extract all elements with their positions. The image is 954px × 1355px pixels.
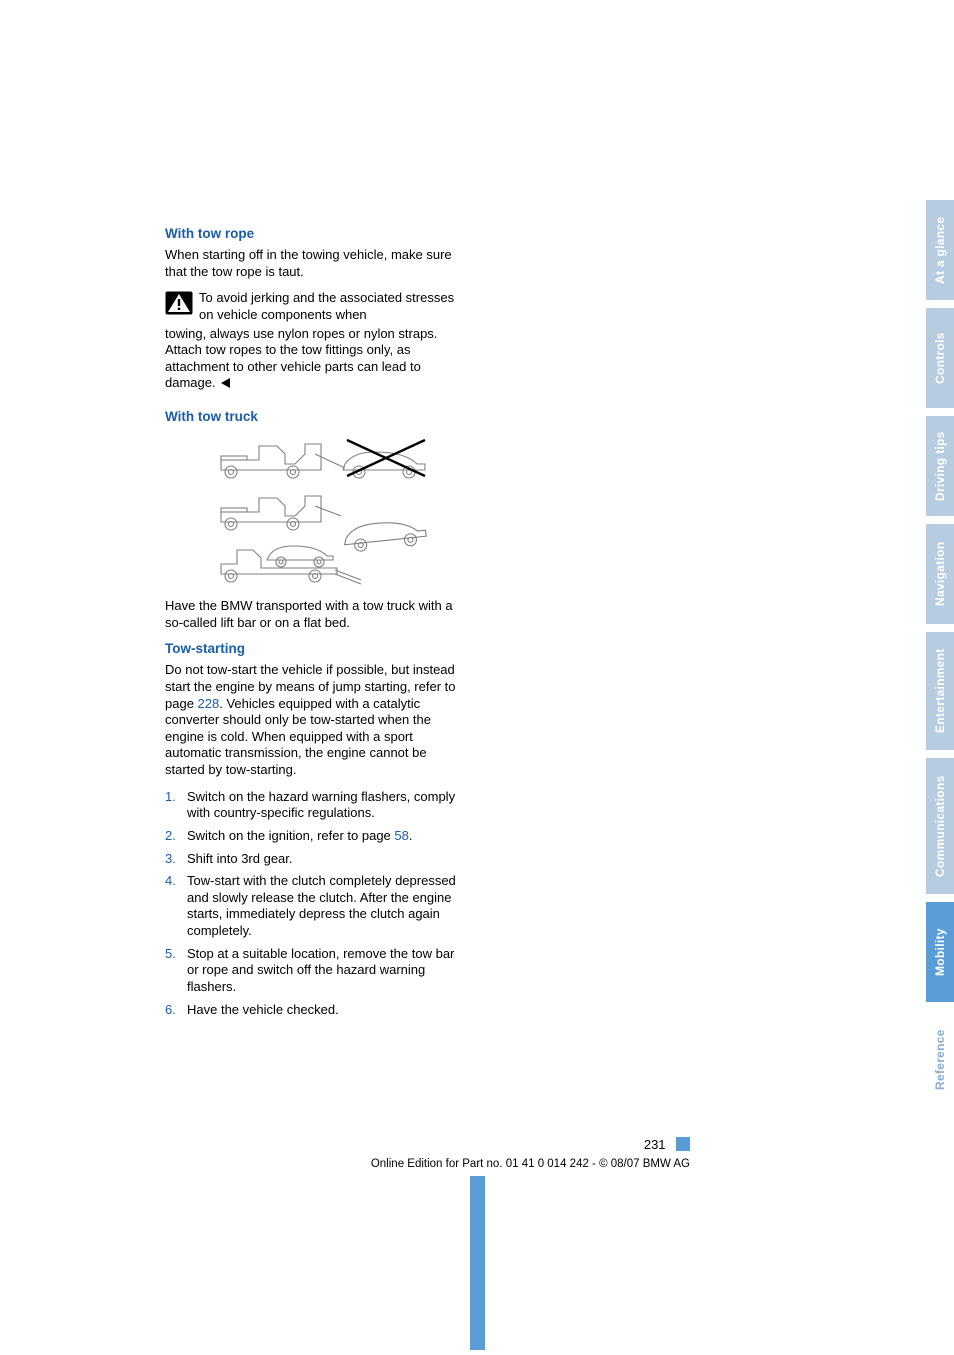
heading-tow-rope: With tow rope	[165, 226, 457, 241]
tab-navigation[interactable]: Navigation	[926, 524, 954, 624]
tab-controls[interactable]: Controls	[926, 308, 954, 408]
step-4-num: 4.	[165, 873, 187, 940]
end-marker-icon	[221, 376, 231, 393]
page-ref-58[interactable]: 58	[394, 828, 408, 843]
step-5-text: Stop at a suitable location, remove the …	[187, 946, 457, 996]
footer-top-row: 231	[165, 1136, 690, 1154]
heading-tow-starting: Tow-starting	[165, 641, 457, 656]
step-4-text: Tow-start with the clutch completely dep…	[187, 873, 457, 940]
page-number: 231	[644, 1137, 666, 1152]
step-6: 6. Have the vehicle checked.	[165, 1002, 457, 1019]
footer-stripe-icon	[676, 1137, 690, 1151]
para-towstart-intro: Do not tow-start the vehicle if possible…	[165, 662, 457, 778]
warning-text-first: To avoid jerking and the associated stre…	[199, 290, 457, 323]
step-5-num: 5.	[165, 946, 187, 996]
step-3: 3. Shift into 3rd gear.	[165, 851, 457, 868]
tab-at-a-glance[interactable]: At a glance	[926, 200, 954, 300]
footer: 231 Online Edition for Part no. 01 41 0 …	[165, 1136, 690, 1170]
step-6-num: 6.	[165, 1002, 187, 1019]
page-ref-228[interactable]: 228	[198, 696, 220, 711]
side-tabs: At a glance Controls Driving tips Navigatio…	[926, 200, 954, 1200]
tab-communications[interactable]: Communications	[926, 758, 954, 894]
step-2-text-b: .	[409, 828, 413, 843]
warning-block: To avoid jerking and the associated stre…	[165, 290, 457, 323]
step-1-text: Switch on the hazard warning flashers, c…	[187, 789, 457, 822]
step-3-num: 3.	[165, 851, 187, 868]
step-2-text-a: Switch on the ignition, refer to page	[187, 828, 394, 843]
step-6-text: Have the vehicle checked.	[187, 1002, 457, 1019]
tab-mobility[interactable]: Mobility	[926, 902, 954, 1002]
footer-copyright: Online Edition for Part no. 01 41 0 014 …	[165, 1158, 690, 1170]
warning-text-cont: towing, always use nylon ropes or nylon …	[165, 326, 457, 394]
towstart-steps: 1. Switch on the hazard warning flashers…	[165, 789, 457, 1019]
bottom-stripe	[470, 1176, 485, 1350]
tab-driving-tips[interactable]: Driving tips	[926, 416, 954, 516]
step-4: 4. Tow-start with the clutch completely …	[165, 873, 457, 940]
tow-truck-illustration	[165, 430, 457, 586]
para-rope-intro: When starting off in the towing vehicle,…	[165, 247, 457, 280]
tab-reference[interactable]: Reference	[926, 1010, 954, 1110]
para-truck-caption: Have the BMW transported with a tow truc…	[165, 598, 457, 631]
warning-icon	[165, 291, 193, 315]
page: With tow rope When starting off in the t…	[0, 0, 954, 1350]
step-1-num: 1.	[165, 789, 187, 822]
step-3-text: Shift into 3rd gear.	[187, 851, 457, 868]
heading-tow-truck: With tow truck	[165, 409, 457, 424]
warning-text-cont-span: towing, always use nylon ropes or nylon …	[165, 326, 437, 391]
content-column: With tow rope When starting off in the t…	[165, 226, 457, 1024]
step-1: 1. Switch on the hazard warning flashers…	[165, 789, 457, 822]
step-2-num: 2.	[165, 828, 187, 845]
step-5: 5. Stop at a suitable location, remove t…	[165, 946, 457, 996]
step-2-text: Switch on the ignition, refer to page 58…	[187, 828, 457, 845]
tab-entertainment[interactable]: Entertainment	[926, 632, 954, 750]
step-2: 2. Switch on the ignition, refer to page…	[165, 828, 457, 845]
